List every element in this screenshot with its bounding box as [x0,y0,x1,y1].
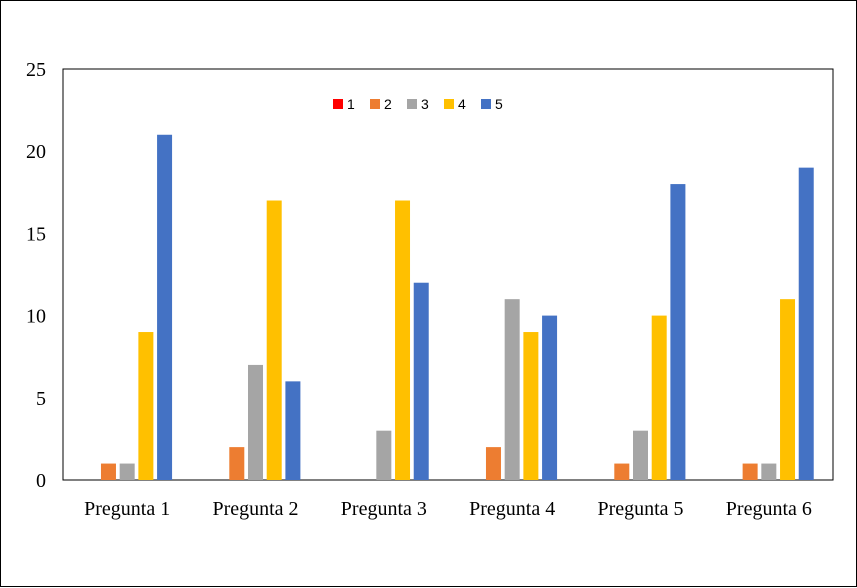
bar-series-3-pregunta-6 [761,463,777,480]
x-tick-label: Pregunta 2 [212,498,298,520]
y-tick-label: 5 [36,388,46,410]
bar-series-5-pregunta-2 [285,381,301,480]
legend-swatch-1 [333,99,343,109]
bar-series-3-pregunta-1 [119,463,135,480]
y-tick-label: 10 [26,306,46,328]
legend-label-5: 5 [495,96,503,112]
legend: 1 2 3 4 5 [333,96,503,112]
bar-series-5-pregunta-5 [670,184,686,480]
y-tick-label: 20 [26,141,46,163]
x-tick-label: Pregunta 4 [469,498,555,520]
x-tick-label: Pregunta 5 [597,498,683,520]
bar-series-5-pregunta-3 [413,282,429,480]
bar-series-5-pregunta-6 [798,167,814,480]
x-tick-label: Pregunta 3 [341,498,427,520]
y-tick-label: 15 [26,223,46,245]
legend-label-4: 4 [458,96,466,112]
legend-label-3: 3 [421,96,429,112]
x-tick-label: Pregunta 6 [726,498,812,520]
x-axis-ticks: Pregunta 1 Pregunta 2 Pregunta 3 Pregunta 4… [84,498,812,520]
plot-area-border [62,68,834,481]
bar-series-3-pregunta-3 [376,430,392,480]
bar-series-3-pregunta-2 [248,364,263,480]
y-tick-label: 25 [26,59,46,81]
legend-swatch-4 [444,99,454,109]
y-axis-ticks: 0 5 10 15 20 25 [26,59,46,492]
bar-series-5-pregunta-4 [542,315,558,480]
bar-series-2-pregunta-5 [614,463,630,480]
bar-series-2-pregunta-4 [485,447,501,480]
bar-series-3-pregunta-5 [633,430,648,480]
bar-series-4-pregunta-6 [780,299,796,480]
bar-series-4-pregunta-1 [138,332,154,480]
legend-label-1: 1 [347,96,355,112]
bar-series-2-pregunta-2 [229,447,245,480]
bar-series-3-pregunta-4 [504,299,520,480]
bar-series-2-pregunta-1 [100,463,116,480]
y-tick-label: 0 [36,470,46,492]
legend-swatch-2 [370,99,380,109]
bar-series-4-pregunta-2 [266,200,282,480]
bars [100,134,814,480]
bar-series-4-pregunta-3 [395,200,411,480]
legend-label-2: 2 [384,96,392,112]
bar-series-4-pregunta-5 [651,315,667,480]
bar-series-4-pregunta-4 [523,332,539,480]
bar-series-5-pregunta-1 [157,134,173,480]
legend-swatch-3 [407,99,417,109]
legend-swatch-5 [481,99,491,109]
x-tick-label: Pregunta 1 [84,498,170,520]
bar-series-2-pregunta-6 [742,463,758,480]
